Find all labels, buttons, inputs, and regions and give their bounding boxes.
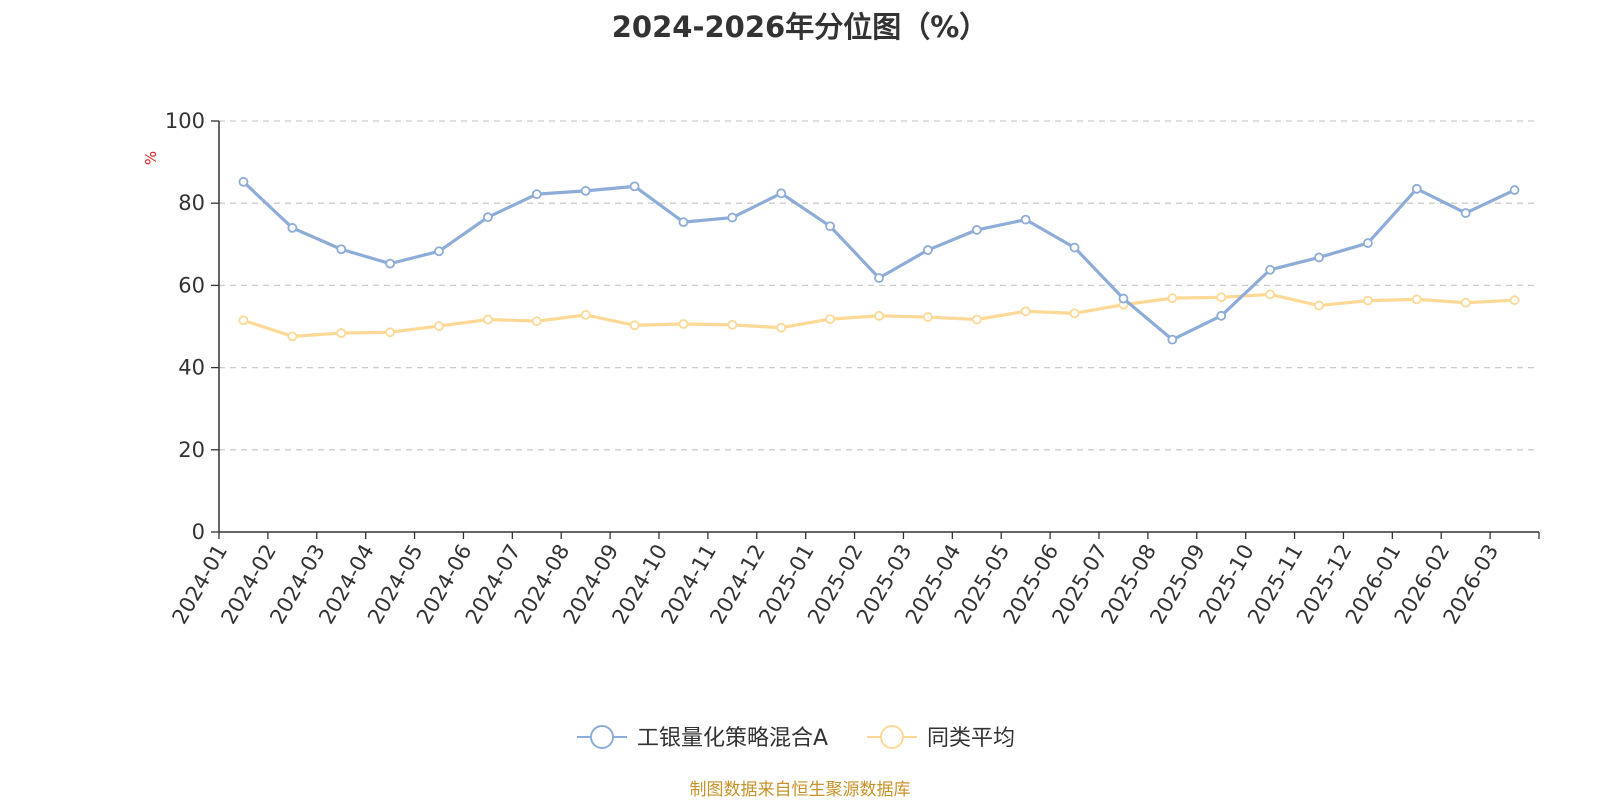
legend: 工银量化策略混合A 同类平均 — [577, 725, 1015, 751]
data-point — [580, 185, 591, 196]
y-tick-label: 40 — [178, 356, 205, 380]
data-point — [1460, 208, 1471, 218]
legend-label: 工银量化策略混合A — [637, 726, 828, 751]
data-point — [287, 331, 298, 342]
chart-title: 2024-2026年分位图（%） — [611, 10, 989, 44]
data-point — [922, 245, 933, 255]
data-point — [1362, 295, 1373, 306]
data-point — [1020, 214, 1031, 225]
y-tick-label: 100 — [165, 109, 205, 133]
data-point — [922, 312, 933, 322]
y-tick-label: 0 — [192, 520, 205, 544]
data-point — [971, 314, 982, 325]
data-point — [1069, 308, 1080, 319]
data-point — [971, 225, 982, 235]
data-point — [825, 221, 836, 232]
legend-swatch-marker — [590, 725, 614, 749]
y-axis-label: % — [142, 151, 160, 165]
data-point — [776, 188, 787, 199]
data-point — [629, 320, 640, 331]
data-point — [874, 310, 884, 321]
data-point — [434, 321, 444, 331]
data-point — [1216, 310, 1227, 321]
data-point — [825, 314, 836, 325]
data-point — [629, 181, 640, 192]
data-source-note: 制图数据来自恒生聚源数据库 — [689, 780, 911, 800]
data-point — [531, 316, 542, 327]
data-point — [482, 314, 493, 325]
data-point — [727, 319, 738, 330]
data-point — [580, 310, 591, 320]
data-point — [287, 222, 298, 233]
axes: 0204060801002024-012024-022024-032024-04… — [165, 109, 1540, 628]
data-point — [1314, 252, 1324, 263]
data-point — [336, 244, 347, 255]
data-point — [678, 217, 689, 228]
data-point — [1411, 183, 1422, 194]
y-tick-label: 80 — [178, 191, 205, 215]
data-point — [238, 315, 249, 326]
data-point — [1069, 242, 1080, 253]
data-point — [482, 212, 493, 223]
data-point — [776, 322, 787, 333]
data-point — [385, 327, 396, 338]
data-point — [1118, 293, 1129, 304]
legend-label: 同类平均 — [927, 726, 1015, 751]
data-point — [385, 258, 396, 269]
data-point — [1167, 293, 1178, 304]
data-point — [678, 319, 689, 329]
data-point — [1314, 300, 1324, 311]
data-point — [874, 273, 884, 283]
data-point — [1362, 238, 1373, 248]
data-point — [1265, 289, 1276, 300]
legend-swatch-marker — [880, 725, 904, 749]
y-tick-label: 20 — [178, 438, 205, 462]
data-point — [1509, 185, 1520, 195]
data-point — [1020, 306, 1031, 317]
data-point — [1509, 295, 1520, 306]
data-point — [1460, 297, 1471, 308]
y-tick-label: 60 — [178, 273, 205, 297]
data-point — [434, 246, 444, 257]
data-point — [336, 328, 347, 338]
series-layer — [238, 176, 1520, 345]
data-point — [1167, 334, 1178, 345]
data-point — [1411, 294, 1422, 305]
data-point — [531, 189, 542, 200]
grid-lines — [219, 120, 1539, 451]
data-point — [1216, 292, 1227, 303]
data-point — [1265, 264, 1276, 275]
data-point — [727, 212, 738, 223]
data-point — [238, 176, 249, 187]
